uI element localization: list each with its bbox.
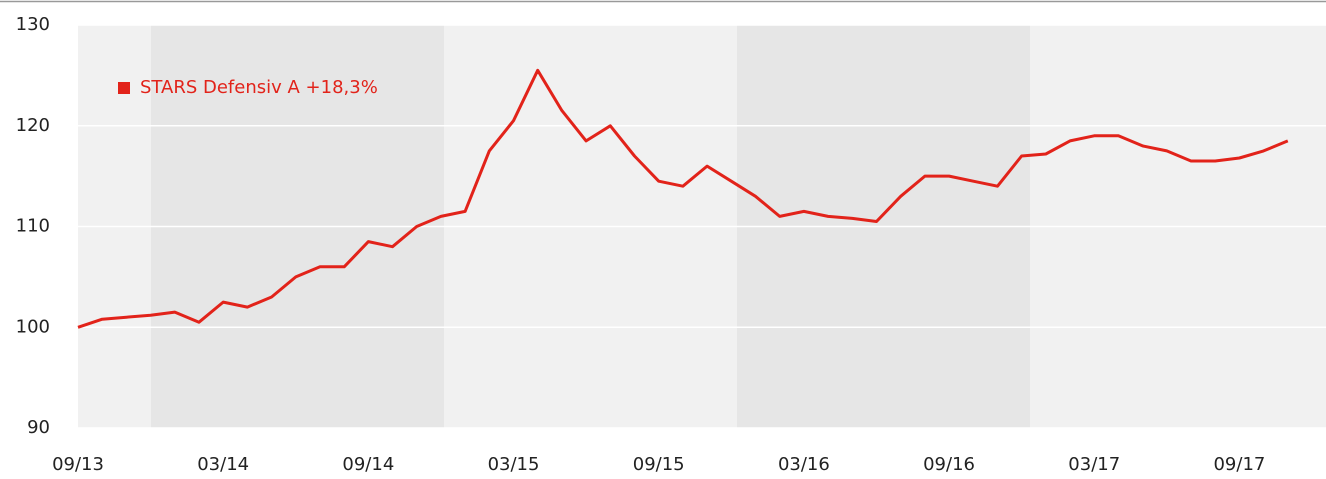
line-series xyxy=(77,68,1289,329)
x-tick-label: 09/13 xyxy=(52,454,104,475)
y-tick-label: 90 xyxy=(27,417,50,438)
x-tick-label: 09/17 xyxy=(1213,454,1265,475)
y-tick-label: 120 xyxy=(16,115,50,136)
x-tick-label: 09/14 xyxy=(342,454,394,475)
y-tick-label: 100 xyxy=(16,316,50,337)
x-tick-label: 09/16 xyxy=(923,454,975,475)
y-tick-label: 110 xyxy=(16,216,50,237)
x-tick-label: 03/14 xyxy=(197,454,249,475)
y-tick-label: 130 xyxy=(16,14,50,35)
x-tick-label: 03/16 xyxy=(778,454,830,475)
legend-label: STARS Defensiv A +18,3% xyxy=(140,77,378,98)
x-tick-label: 03/15 xyxy=(488,454,540,475)
legend-swatch xyxy=(118,82,130,94)
x-tick-label: 09/15 xyxy=(633,454,685,475)
x-tick-label: 03/17 xyxy=(1068,454,1120,475)
